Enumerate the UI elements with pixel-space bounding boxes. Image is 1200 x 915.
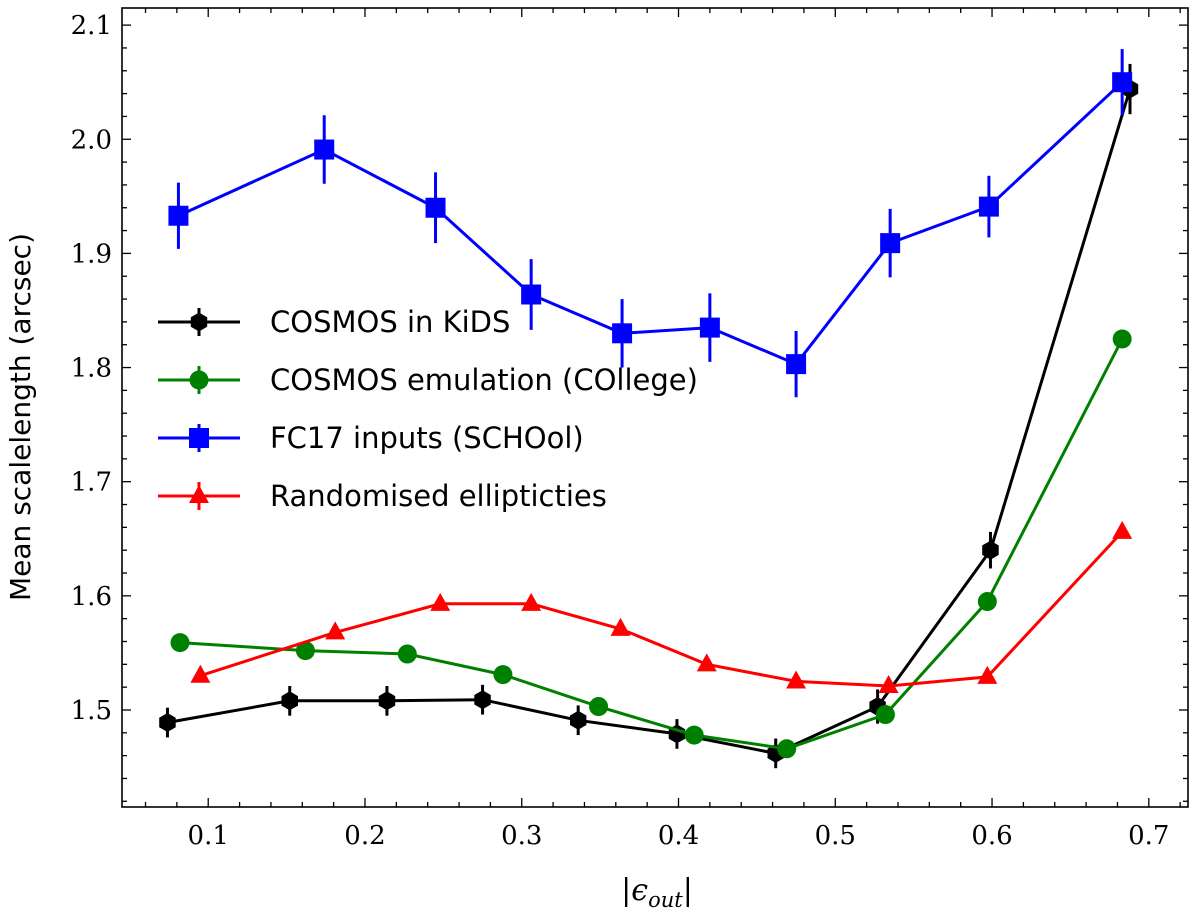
data-point bbox=[397, 644, 417, 664]
data-point bbox=[786, 354, 807, 375]
data-point bbox=[168, 205, 189, 226]
series-3 bbox=[190, 520, 1133, 694]
data-point bbox=[570, 710, 587, 730]
data-point bbox=[880, 233, 901, 254]
data-point bbox=[610, 617, 631, 636]
legend-label: Randomised ellipticties bbox=[270, 479, 607, 513]
data-point bbox=[325, 621, 346, 640]
data-point bbox=[159, 713, 176, 732]
data-point bbox=[699, 317, 720, 338]
data-point bbox=[474, 690, 491, 710]
legend: COSMOS in KiDS COSMOS emulation (COllege)… bbox=[158, 305, 698, 513]
y-tick-label: 1.5 bbox=[71, 696, 112, 726]
data-point bbox=[977, 592, 997, 612]
data-point bbox=[878, 675, 899, 694]
x-axis-label-bar-left: | bbox=[621, 873, 631, 908]
data-point bbox=[1112, 520, 1133, 539]
x-axis-label-subscript: out bbox=[648, 888, 683, 912]
data-point bbox=[777, 739, 797, 759]
data-point bbox=[1112, 72, 1133, 93]
data-point bbox=[1112, 329, 1132, 349]
legend-marker bbox=[189, 370, 209, 390]
data-point bbox=[521, 284, 542, 305]
x-axis-label-bar-right: | bbox=[683, 873, 693, 908]
y-tick-label: 2.0 bbox=[71, 125, 112, 155]
legend-marker bbox=[189, 485, 209, 503]
data-point bbox=[521, 592, 542, 611]
y-tick-label: 2.1 bbox=[71, 11, 112, 41]
data-point bbox=[425, 197, 446, 218]
data-point bbox=[982, 540, 999, 560]
x-tick-label: 0.6 bbox=[971, 821, 1012, 851]
legend-marker bbox=[190, 312, 208, 332]
legend-entry: COSMOS in KiDS bbox=[158, 305, 510, 339]
x-tick-label: 0.2 bbox=[344, 821, 385, 851]
data-point bbox=[170, 633, 190, 653]
data-point bbox=[295, 641, 315, 661]
x-tick-label: 0.7 bbox=[1128, 821, 1169, 851]
legend-label: COSMOS emulation (COllege) bbox=[270, 363, 698, 397]
y-tick-label: 1.9 bbox=[71, 239, 112, 269]
series-line bbox=[177, 81, 1124, 366]
data-point bbox=[612, 323, 633, 344]
plot-area bbox=[121, 7, 1189, 808]
y-tick-label: 1.8 bbox=[71, 354, 112, 384]
data-point bbox=[378, 691, 396, 711]
series-line bbox=[179, 338, 1124, 751]
x-tick-label: 0.3 bbox=[501, 821, 542, 851]
y-axis-label: Mean scalelength (arcsec) bbox=[4, 233, 37, 601]
x-tick-label: 0.1 bbox=[188, 821, 229, 851]
data-point bbox=[430, 592, 451, 611]
plot-frame bbox=[121, 7, 1189, 808]
data-point bbox=[314, 139, 335, 160]
data-point bbox=[977, 665, 998, 684]
series-1 bbox=[170, 329, 1132, 759]
series-line bbox=[167, 88, 1132, 755]
y-tick-label: 1.7 bbox=[71, 468, 112, 498]
data-point bbox=[875, 705, 895, 725]
y-tick-label: 1.6 bbox=[71, 582, 112, 612]
data-point bbox=[978, 196, 999, 217]
legend-label: COSMOS in KiDS bbox=[270, 305, 510, 339]
x-axis-label: |ϵout| bbox=[621, 873, 693, 912]
series-0 bbox=[159, 63, 1139, 769]
x-tick-label: 0.4 bbox=[658, 821, 699, 851]
data-point bbox=[684, 725, 704, 745]
x-axis-label-epsilon: ϵ bbox=[631, 873, 648, 908]
series-line bbox=[199, 530, 1124, 688]
x-tick-label: 0.5 bbox=[815, 821, 856, 851]
data-point bbox=[190, 664, 211, 683]
legend-marker bbox=[189, 428, 209, 448]
data-point bbox=[589, 697, 609, 717]
x-axis: 0.1 0.2 0.3 0.4 0.5 0.6 0.7 bbox=[144, 8, 1181, 851]
data-point bbox=[786, 670, 807, 689]
data-point bbox=[493, 665, 513, 685]
legend-entry: Randomised ellipticties bbox=[158, 479, 607, 513]
series-2 bbox=[168, 49, 1133, 398]
data-point bbox=[696, 653, 717, 672]
legend-entry: FC17 inputs (SCHOol) bbox=[158, 421, 584, 455]
legend-label: FC17 inputs (SCHOol) bbox=[270, 421, 584, 455]
legend-entry: COSMOS emulation (COllege) bbox=[158, 363, 698, 397]
y-axis: 1.5 1.6 1.7 1.8 1.9 2.0 2.1 bbox=[71, 11, 1188, 802]
data-point bbox=[281, 691, 298, 711]
